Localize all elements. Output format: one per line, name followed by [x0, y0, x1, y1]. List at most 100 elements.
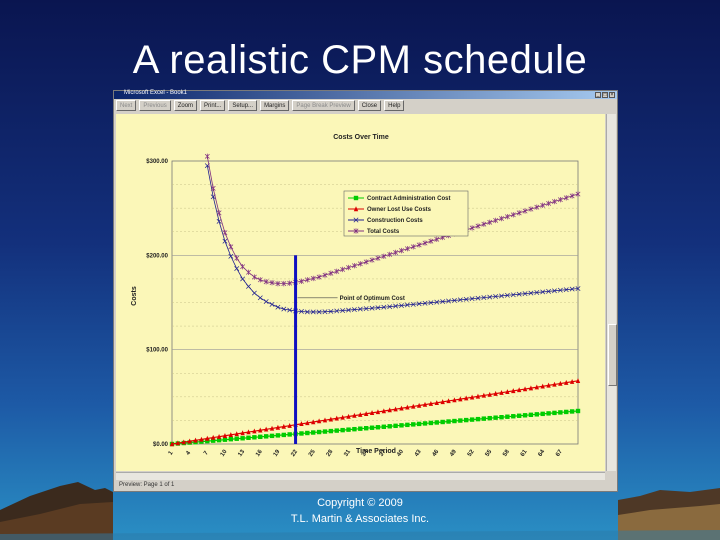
preview-page: Costs Over Time Costs Time Period $0.00 $…: [116, 114, 605, 471]
data-point: [234, 266, 240, 271]
data-point: [175, 440, 181, 446]
data-point: [240, 276, 246, 282]
data-point: [381, 424, 387, 429]
data-point: [322, 309, 328, 315]
help-button[interactable]: Help: [384, 100, 405, 111]
data-point: [464, 417, 469, 423]
data-point: [228, 244, 234, 250]
data-point: [287, 432, 292, 437]
data-point: [322, 429, 328, 434]
close-icon[interactable]: ×: [609, 92, 615, 98]
data-point: [252, 435, 257, 440]
data-point: [369, 425, 375, 430]
x-tick-label: 10: [220, 448, 229, 457]
data-point: [528, 290, 534, 296]
series-total-costs: [204, 153, 581, 287]
data-point: [240, 430, 245, 436]
copyright-notice: Copyright © 2009 T.L. Martin & Associate…: [0, 495, 720, 527]
chart-legend: Contract Administration Cost Owner Lost U…: [343, 190, 469, 237]
minimize-icon[interactable]: _: [595, 92, 601, 98]
data-point: [352, 426, 357, 432]
series-line: [171, 410, 579, 445]
print-button[interactable]: Print...: [200, 100, 226, 111]
data-point: [316, 429, 322, 435]
data-point: [446, 398, 451, 404]
x-tick-label: 34: [361, 448, 370, 457]
data-point: [522, 208, 528, 214]
data-point: [493, 294, 499, 299]
setup-button[interactable]: Setup...: [228, 100, 258, 111]
data-point: [575, 286, 581, 291]
data-point: [222, 433, 228, 438]
data-point: [446, 298, 451, 304]
chart-title: Costs Over Time: [333, 134, 389, 141]
data-point: [369, 410, 375, 416]
data-point: [428, 400, 434, 406]
x-tick-label: 25: [308, 448, 317, 457]
horizontal-scrollbar[interactable]: [116, 472, 605, 480]
data-point: [511, 388, 516, 394]
data-point: [287, 422, 292, 428]
data-point: [569, 286, 575, 292]
vertical-scrollbar[interactable]: [606, 114, 617, 471]
zoom-button[interactable]: Zoom: [173, 100, 198, 111]
data-point: [564, 409, 569, 415]
data-point: [281, 306, 287, 312]
data-point: [222, 437, 228, 442]
data-point: [228, 432, 234, 438]
close-button[interactable]: Close: [357, 100, 382, 111]
data-point: [310, 309, 316, 315]
data-point: [399, 303, 404, 308]
legend-entry: Contract Administration Cost: [367, 196, 450, 202]
x-tick-label: 13: [237, 448, 246, 457]
data-point: [475, 416, 481, 422]
data-point: [275, 433, 281, 438]
data-point: [334, 268, 340, 275]
data-point: [410, 301, 416, 307]
data-point: [569, 193, 575, 199]
x-tick-label: 49: [449, 448, 458, 457]
data-point: [351, 307, 357, 313]
data-point: [522, 413, 528, 418]
data-point: [346, 413, 351, 419]
maximize-icon[interactable]: □: [602, 92, 608, 98]
data-point: [411, 403, 416, 409]
print-preview-toolbar: Next Previous Zoom Print... Setup... Mar…: [116, 100, 405, 112]
data-point: [499, 415, 504, 420]
costs-over-time-chart: Costs Over Time Costs Time Period $0.00 $…: [116, 114, 605, 471]
series-line: [206, 156, 579, 285]
data-point: [346, 427, 351, 432]
data-point: [299, 421, 304, 427]
scroll-thumb[interactable]: [608, 324, 617, 386]
x-tick-label: 7: [203, 450, 210, 457]
data-point: [310, 275, 316, 282]
data-point: [216, 218, 222, 224]
data-point: [316, 309, 322, 315]
data-point: [440, 299, 446, 305]
data-point: [340, 266, 346, 273]
data-point: [328, 270, 334, 276]
data-point: [481, 295, 487, 301]
data-point: [340, 414, 345, 420]
data-point: [346, 264, 351, 271]
data-point: [351, 263, 357, 269]
data-point: [263, 426, 269, 432]
data-point: [287, 280, 293, 286]
data-point: [363, 411, 369, 416]
x-tick-label: 16: [255, 448, 264, 457]
data-point: [475, 393, 481, 399]
data-point: [563, 287, 569, 293]
margins-button[interactable]: Margins: [260, 100, 290, 111]
page-break-preview-button[interactable]: Page Break Preview: [292, 100, 355, 111]
previous-button[interactable]: Previous: [139, 100, 171, 111]
next-button[interactable]: Next: [116, 100, 137, 111]
data-point: [493, 415, 498, 420]
data-point: [353, 206, 359, 212]
data-point: [375, 425, 381, 430]
data-point: [387, 407, 392, 413]
data-point: [205, 435, 210, 441]
data-point: [375, 409, 381, 415]
data-point: [569, 379, 575, 384]
data-point: [405, 422, 410, 428]
data-point: [393, 406, 398, 412]
